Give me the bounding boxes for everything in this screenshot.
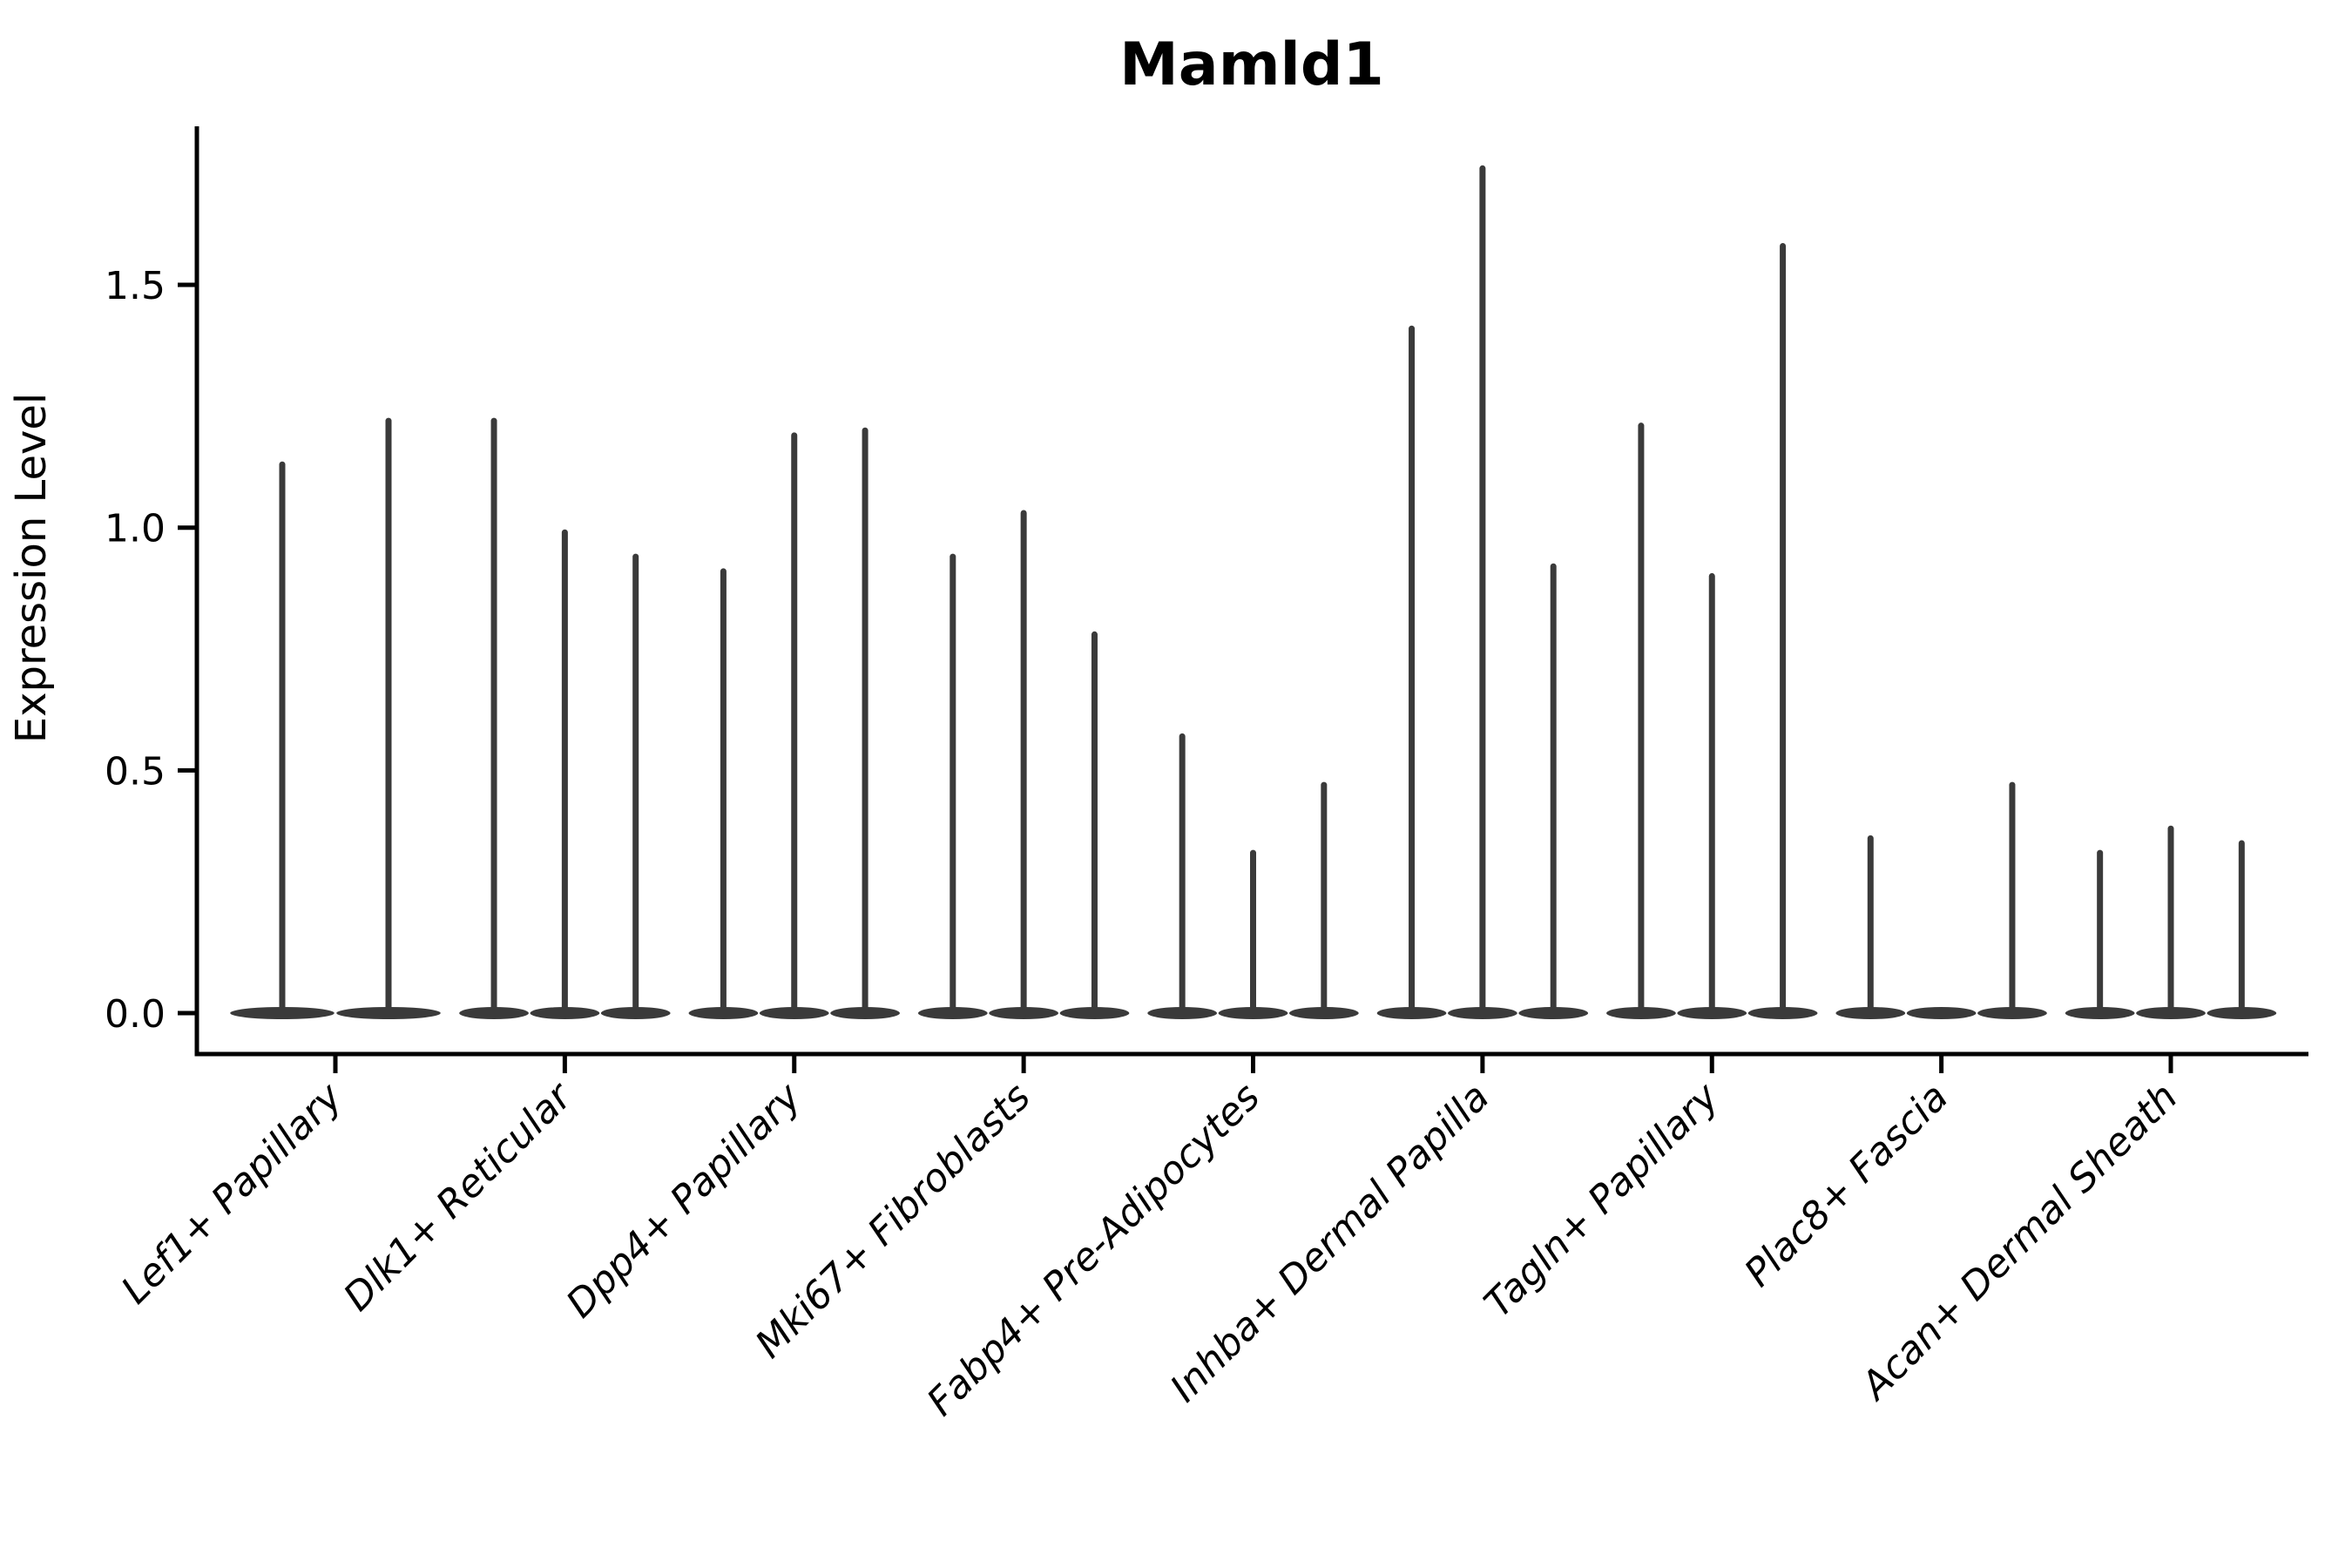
y-tick-label: 1.0 xyxy=(105,507,166,551)
violins-layer xyxy=(230,165,2277,1019)
violin-group xyxy=(917,510,1130,1019)
chart-title: Mamld1 xyxy=(1119,30,1384,99)
violin-group xyxy=(230,417,441,1019)
x-tick-label: Dlk1+ Reticular xyxy=(335,1073,582,1320)
violin-group xyxy=(688,427,900,1019)
violin-group xyxy=(459,417,671,1019)
violin-group xyxy=(1835,781,2047,1019)
violin-base xyxy=(1906,1007,1977,1019)
y-tick-label: 0.0 xyxy=(105,992,166,1037)
violin-group xyxy=(1147,733,1359,1019)
violin-group xyxy=(1606,242,1818,1019)
x-tick-label: Plac8+ Fascia xyxy=(1736,1075,1957,1295)
y-axis-label: Expression Level xyxy=(7,393,56,744)
y-tick-label: 1.5 xyxy=(105,264,166,308)
y-tick-label: 0.5 xyxy=(105,749,166,794)
violin-group xyxy=(1376,165,1589,1019)
x-tick-label: Lef1+ Papillary xyxy=(113,1074,352,1313)
x-tick-label: Tagln+ Papillary xyxy=(1476,1074,1727,1326)
violin-group xyxy=(2065,825,2277,1019)
x-tick-label: Dpp4+ Papillary xyxy=(558,1074,810,1327)
